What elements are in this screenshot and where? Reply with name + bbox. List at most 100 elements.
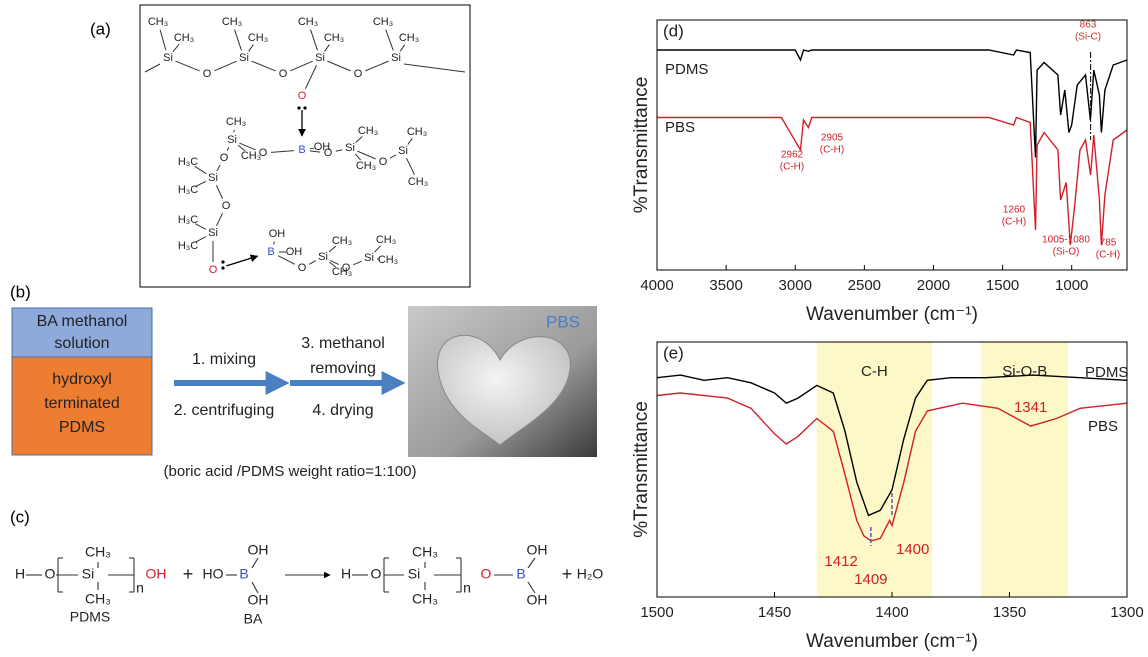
atom-label: Si [208,172,218,184]
series-label: PBS [1088,418,1118,435]
atom-label: O [371,566,382,582]
atom-label: CH₃ [408,176,428,188]
atom-label: B [298,144,305,156]
bond [528,558,535,568]
series-label: PDMS [1085,364,1128,381]
peak-label: 1005-1080 [1042,235,1090,246]
bond [305,65,316,89]
atom-label: OH [248,542,269,558]
x-tick-label: 1350 [993,604,1026,621]
caption: (boric acid /PDMS weight ratio=1:100) [163,463,416,480]
atom-label: Si [398,145,408,157]
atom-label: CH₃ [85,591,111,607]
panel-label: (a) [90,19,111,38]
atom-label: Si [318,251,328,263]
atom-label: Si [163,52,173,64]
bond [234,130,235,132]
x-tick-label: 4000 [640,277,673,294]
bond [145,64,160,72]
series-label: PDMS [665,61,708,78]
x-tick-label: 3000 [779,277,812,294]
atom-label: Si [82,566,94,582]
atom-label: CH₃ [241,150,261,162]
atom-label: CH₃ [399,32,419,44]
x-axis-label: Wavenumber (cm⁻¹) [806,304,978,325]
atom-label: Si [408,566,420,582]
band-label: C-H [861,363,888,380]
atom-label: OH [269,228,286,240]
atom-label: Si [364,252,374,264]
atom-label: O [298,90,307,102]
lone-pair [221,260,224,263]
bond [175,61,199,71]
process-step: 4. drying [312,402,373,419]
x-tick-label: 2000 [917,277,950,294]
atom-label: CH₃ [358,125,378,137]
atom-label: Si [208,227,218,239]
spectrum-line [657,118,1127,246]
process-step: 3. methanol [301,335,385,352]
peak-label: 1412 [824,553,857,570]
compound-name: BA [244,611,263,627]
bond [353,261,361,265]
photo-label: PBS [546,312,580,331]
bond [408,138,413,144]
bond [390,155,396,158]
bond [216,213,222,226]
bond [327,61,350,71]
atom-label: CH₃ [332,235,352,247]
atom-label: H₃C [178,156,198,168]
x-tick-label: 1000 [1055,277,1088,294]
process-step: 2. centrifuging [174,402,275,419]
x-tick-label: 3500 [709,277,742,294]
y-axis-label: %Transmittance [631,401,652,538]
atom-label: H₂O [577,566,604,582]
atom-label: CH₃ [248,32,268,44]
atom-label: O [324,147,333,159]
atom-label: CH₃ [407,126,427,138]
peak-label: (C-H) [1002,217,1026,228]
atom-label: CH₃ [174,32,194,44]
peak-label: 2905 [821,133,844,144]
bond [365,61,388,71]
atom-label: Si [227,134,237,146]
atom-label: CH₃ [376,234,396,246]
atom-label: CH₃ [373,16,393,28]
peak-label: 2962 [781,150,804,161]
atom-label: H₃C [178,240,198,252]
atom-label: O [354,68,363,80]
atom-label: O [222,200,231,212]
panel-label: (c) [10,507,30,526]
atom-label: H₃C [178,184,198,196]
atom-label: CH₃ [412,544,438,560]
bond [271,151,294,153]
lone-pair [297,106,300,109]
atom-label: OH [527,592,548,608]
bond [249,45,254,52]
x-tick-label: 1300 [1110,604,1143,621]
atom-label: CH₃ [222,16,242,28]
atom-label: Si [315,52,325,64]
x-tick-label: 1500 [986,277,1019,294]
peak-label: 785 [1100,238,1117,249]
bond [336,150,342,151]
bond [400,45,404,52]
bond [386,30,394,51]
reagent-text: solution [54,335,109,352]
atom-label: + [562,564,573,584]
atom-label: B [239,566,248,582]
process-step: 1. mixing [192,351,256,368]
atom-label: O [220,152,229,164]
atom-label: O [45,566,56,582]
reagent-text: hydroxyl [52,371,112,388]
x-tick-label: 1500 [640,604,673,621]
panel-label: (e) [663,343,684,362]
process-step: removing [310,360,376,377]
atom-label: CH₃ [356,160,376,172]
atom-label: CH₃ [378,254,398,266]
bond [329,246,336,252]
bond [309,261,316,265]
peak-label: 1409 [854,571,887,588]
atom-label: Si [391,52,401,64]
peak-label: 863 [1080,20,1097,31]
